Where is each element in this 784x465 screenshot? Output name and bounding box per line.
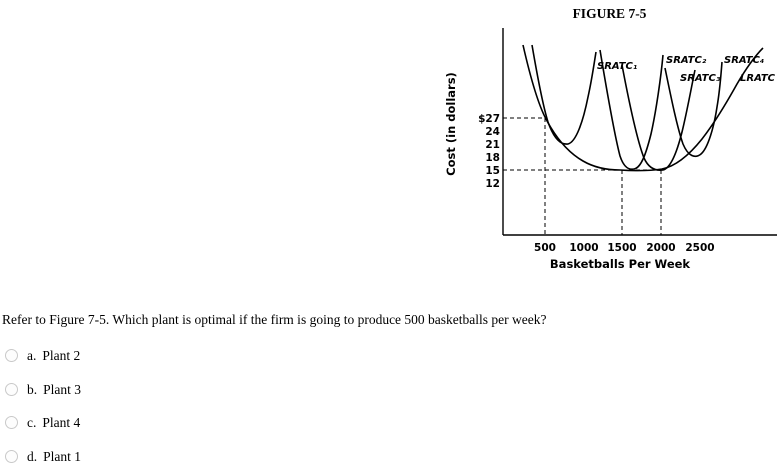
radio-button-b[interactable] [5,383,18,396]
x-tick-1000: 1000 [569,242,598,254]
option-letter: a. [27,347,37,363]
question-text: Refer to Figure 7-5. Which plant is opti… [2,312,547,327]
option-letter: d. [27,448,38,464]
answer-option-b[interactable]: b. Plant 3 [5,381,81,398]
sratc1-label: SRATC₁ [597,61,637,72]
answer-option-d[interactable]: d. Plant 1 [5,448,81,465]
x-tick-2500: 2500 [685,242,714,254]
y-tick-24: 24 [485,126,500,138]
cost-curves-chart: $27 24 21 18 15 12 500 1000 1500 2000 25… [444,28,777,271]
figure-title: FIGURE 7-5 [572,6,647,21]
x-tick-500: 500 [534,242,556,254]
y-tick-27: $27 [478,113,500,125]
option-label: Plant 3 [43,381,82,397]
sratc4-curve [664,61,723,158]
option-letter: c. [27,414,37,430]
sratc4-label: SRATC₄ [724,55,764,66]
x-axis-label: Basketballs Per Week [550,257,691,271]
y-tick-18: 18 [485,152,500,164]
radio-button-a[interactable] [5,349,18,362]
option-label: Plant 2 [42,347,81,363]
answer-option-a[interactable]: a. Plant 2 [5,347,80,364]
option-label: Plant 4 [42,414,81,430]
radio-button-d[interactable] [5,450,18,463]
y-tick-12: 12 [485,178,500,190]
y-tick-21: 21 [485,139,500,151]
sratc3-curve [621,64,696,172]
lratc-curve [522,44,764,172]
sratc1-curve [531,44,597,145]
answer-option-c[interactable]: c. Plant 4 [5,414,80,431]
option-label: Plant 1 [43,448,82,464]
sratc2-curve [599,49,664,171]
sratc2-label: SRATC₂ [666,55,707,66]
sratc3-label: SRATC₃ [680,73,721,84]
y-tick-15: 15 [485,165,500,177]
radio-button-c[interactable] [5,416,18,429]
guide-cost27-output500 [503,117,546,235]
option-letter: b. [27,381,38,397]
x-tick-2000: 2000 [646,242,675,254]
y-axis-label: Cost (in dollars) [444,72,458,176]
lratc-label: LRATC [740,73,776,84]
x-tick-1500: 1500 [607,242,636,254]
